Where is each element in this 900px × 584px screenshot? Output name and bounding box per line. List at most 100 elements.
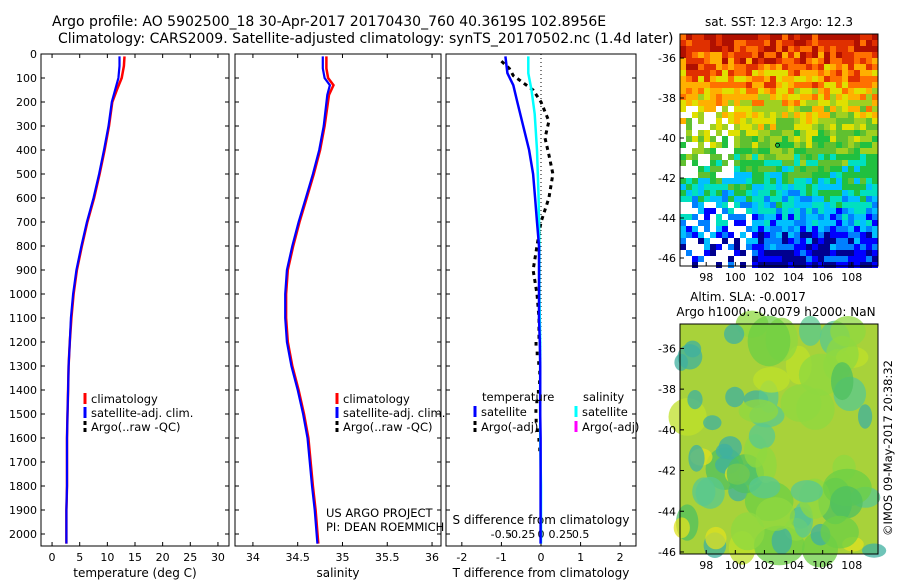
sst-cell [758, 34, 764, 40]
sst-cell [704, 190, 710, 196]
sst-cell [746, 64, 752, 70]
sst-cell [842, 94, 848, 100]
sst-cell [776, 34, 782, 40]
sst-cell [836, 52, 842, 58]
sst-cell [782, 148, 788, 154]
sst-cell [812, 256, 818, 262]
sst-cell [716, 70, 722, 76]
sst-cell [842, 58, 848, 64]
sst-cell [692, 226, 698, 232]
sst-cell [836, 148, 842, 154]
sst-cell [854, 238, 860, 244]
sst-cell [830, 64, 836, 70]
sst-cell [716, 202, 722, 208]
sst-cell [716, 118, 722, 124]
sst-cell [698, 220, 704, 226]
sst-cell [740, 88, 746, 94]
sst-cell [698, 202, 704, 208]
sst-cell [680, 70, 686, 76]
sst-cell [758, 40, 764, 46]
sla-anomaly-blob [790, 480, 823, 503]
sst-cell [776, 232, 782, 238]
sst-cell [722, 34, 728, 40]
header-line-1: Argo profile: AO 5902500_18 30-Apr-2017 … [52, 14, 606, 30]
sst-cell [830, 136, 836, 142]
sst-cell [818, 202, 824, 208]
sst-cell [758, 88, 764, 94]
sst-cell [722, 184, 728, 190]
sst-cell [710, 178, 716, 184]
sst-cell [698, 100, 704, 106]
sst-cell [860, 64, 866, 70]
sst-cell [860, 190, 866, 196]
sst-cell [860, 130, 866, 136]
sst-cell [704, 136, 710, 142]
sst-cell [734, 250, 740, 256]
sst-cell [704, 178, 710, 184]
sst-cell [692, 106, 698, 112]
sst-cell [836, 136, 842, 142]
sst-cell [848, 142, 854, 148]
legend-label: satellite [481, 405, 527, 419]
sst-cell [872, 106, 878, 112]
credit-line-2: PI: DEAN ROEMMICH [326, 520, 444, 534]
sst-cell [734, 226, 740, 232]
sst-cell [692, 82, 698, 88]
legend-label: Argo(-adj) [481, 420, 538, 434]
sst-cell [842, 160, 848, 166]
sst-cell [866, 118, 872, 124]
sst-cell [794, 166, 800, 172]
sst-cell [836, 196, 842, 202]
sst-cell [686, 70, 692, 76]
sst-cell [818, 190, 824, 196]
sst-cell [860, 76, 866, 82]
sst-cell [764, 130, 770, 136]
sst-cell [698, 142, 704, 148]
sst-cell [836, 244, 842, 250]
sst-cell [746, 220, 752, 226]
sst-cell [824, 76, 830, 82]
sst-cell [788, 136, 794, 142]
x-tick-label: 34 [246, 551, 260, 564]
sst-cell [722, 40, 728, 46]
sst-cell [692, 148, 698, 154]
sst-cell [848, 256, 854, 262]
sst-cell [794, 112, 800, 118]
sla-anomaly-blob [703, 415, 722, 431]
sst-cell [866, 136, 872, 142]
sst-cell [806, 166, 812, 172]
sst-cell [842, 34, 848, 40]
sst-cell [740, 202, 746, 208]
sst-cell [842, 244, 848, 250]
sst-cell [764, 70, 770, 76]
sst-cell [842, 52, 848, 58]
sst-cell [860, 160, 866, 166]
sst-cell [740, 250, 746, 256]
sst-cell [716, 106, 722, 112]
sst-cell [716, 172, 722, 178]
sla-map-title-2: Argo h1000: -0.0079 h2000: NaN [676, 305, 875, 319]
sst-cell [806, 202, 812, 208]
sst-cell [818, 184, 824, 190]
sst-cell [758, 136, 764, 142]
sst-cell [776, 70, 782, 76]
sst-cell [842, 238, 848, 244]
sst-cell [686, 172, 692, 178]
sst-cell [848, 244, 854, 250]
sst-cell [830, 118, 836, 124]
sst-cell [764, 58, 770, 64]
sst-cell [722, 88, 728, 94]
sst-cell [830, 208, 836, 214]
sst-cell [854, 184, 860, 190]
sst-cell [788, 46, 794, 52]
sst-cell [812, 148, 818, 154]
sst-cell [872, 100, 878, 106]
sst-cell [728, 172, 734, 178]
sst-cell [854, 244, 860, 250]
sla-anomaly-blob [688, 444, 705, 472]
top-x-tick-label: -0.25 [507, 528, 535, 541]
sst-cell [788, 172, 794, 178]
sst-cell [836, 82, 842, 88]
sst-cell [836, 64, 842, 70]
sst-cell [776, 106, 782, 112]
